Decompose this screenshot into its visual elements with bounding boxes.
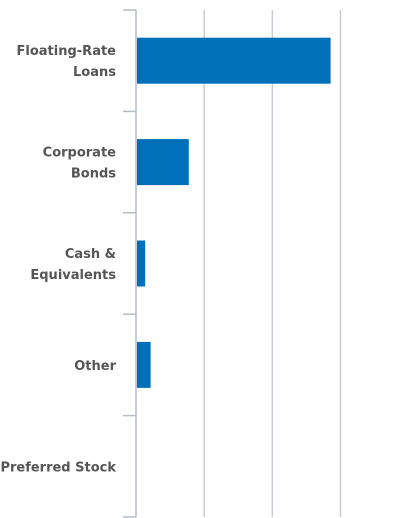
bar xyxy=(137,341,151,388)
bar xyxy=(137,240,146,287)
category-label: Floating-Rate Loans xyxy=(17,44,117,80)
gridlines xyxy=(203,10,342,517)
category-labels: Floating-Rate Loans Corporate Bonds Cash & Eq… xyxy=(0,44,116,475)
category-label: Other xyxy=(74,359,116,374)
bar xyxy=(137,139,189,186)
bars xyxy=(137,37,331,388)
category-label: Preferred Stock xyxy=(0,460,116,475)
category-axis xyxy=(123,9,137,518)
category-label: Corporate Bonds xyxy=(43,146,117,182)
bar xyxy=(137,37,331,84)
category-label: Cash & Equivalents xyxy=(30,247,116,283)
